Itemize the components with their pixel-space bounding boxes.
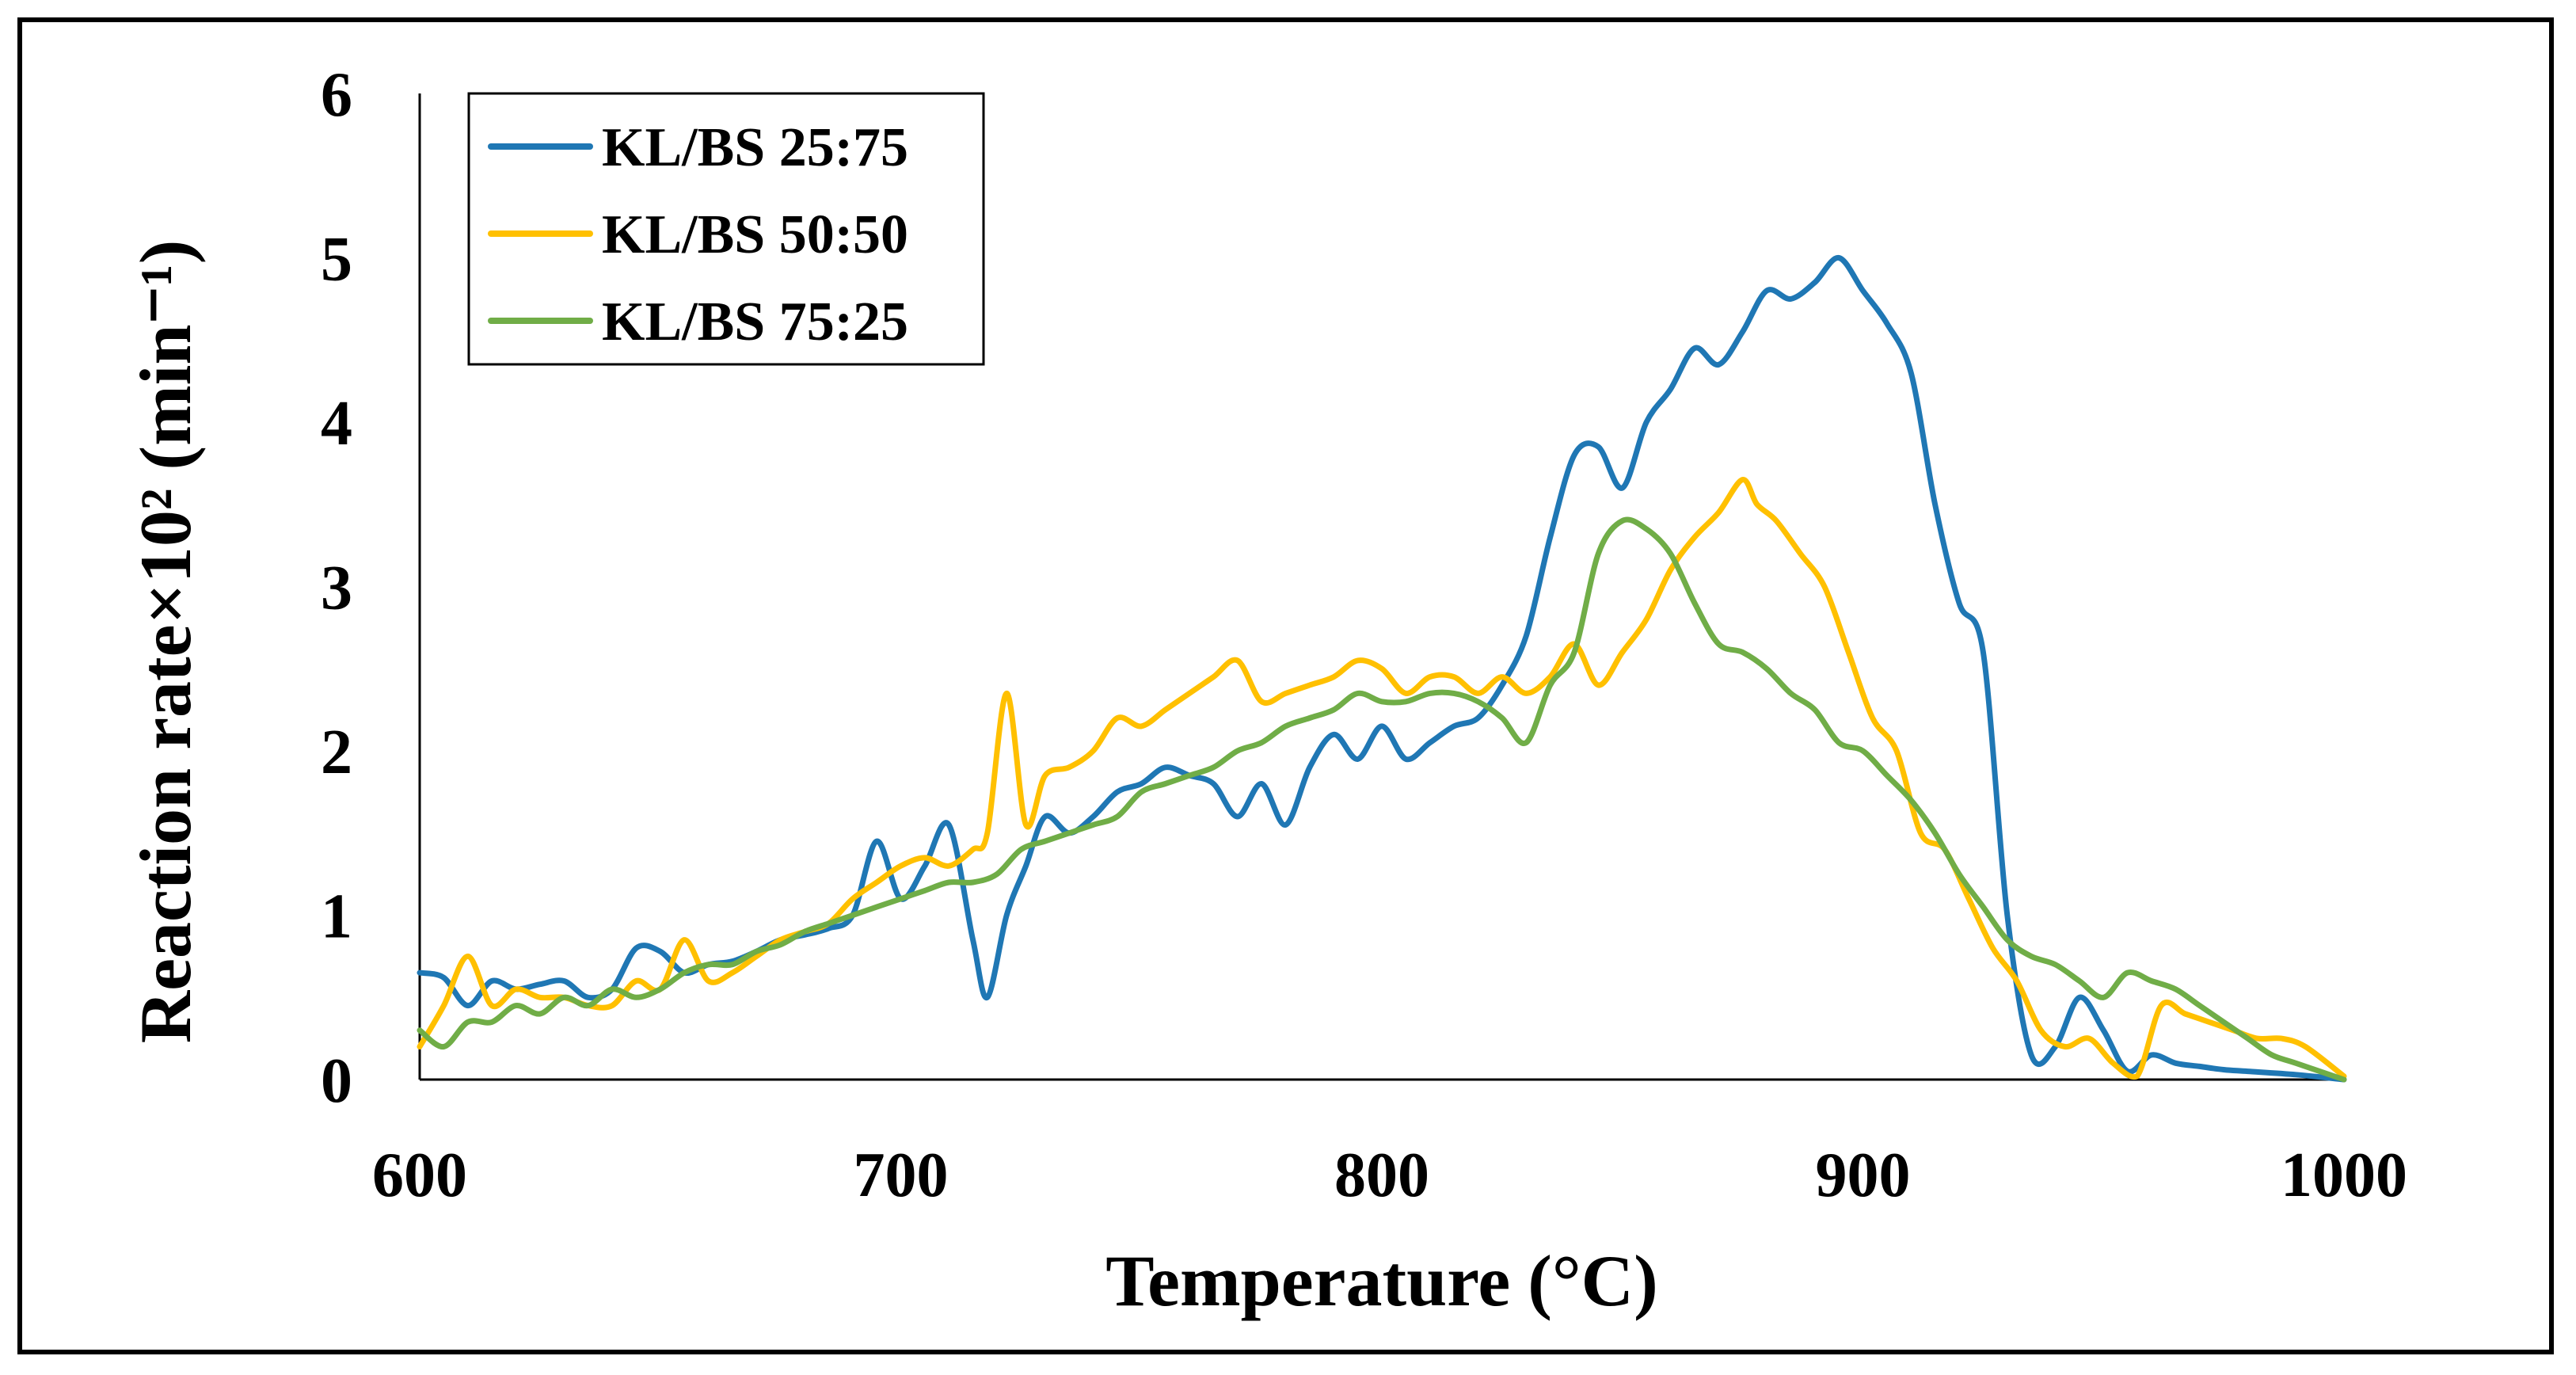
legend[interactable]: KL/BS 25:75 KL/BS 50:50 KL/BS 75:25: [467, 92, 985, 366]
x-tick-label: 700: [854, 1141, 949, 1210]
x-axis-unit: (°C): [1528, 1240, 1658, 1321]
y-tick-label: 5: [321, 225, 352, 295]
legend-label: KL/BS 75:25: [602, 291, 908, 352]
x-tick-label: 1000: [2281, 1141, 2407, 1210]
x-tick-label: 600: [372, 1141, 467, 1210]
y-tick-label: 1: [321, 882, 352, 952]
x-axis-title-text: Temperature: [1105, 1240, 1510, 1321]
y-axis-title: Reaction rate×10² (min⁻¹): [125, 240, 206, 1044]
x-axis-title: Temperature (°C): [1105, 1240, 1658, 1321]
y-tick-label: 0: [321, 1046, 352, 1116]
y-tick-labels: 0 1 2 3 4 5 6: [321, 60, 352, 1116]
legend-label: KL/BS 25:75: [602, 117, 908, 178]
x-tick-label: 800: [1334, 1141, 1429, 1210]
y-tick-label: 3: [321, 554, 352, 623]
legend-items: KL/BS 25:75 KL/BS 50:50 KL/BS 75:25: [488, 117, 908, 352]
x-tick-labels: 600 700 800 900 1000: [372, 1141, 2407, 1210]
series-line-3: [417, 516, 2347, 1083]
chart-frame: [17, 17, 2554, 1354]
series-lines: [417, 255, 2347, 1083]
y-tick-label: 6: [321, 60, 352, 130]
y-tick-label: 2: [321, 718, 352, 787]
x-tick-label: 900: [1816, 1141, 1911, 1210]
y-tick-label: 4: [321, 389, 352, 459]
legend-label: KL/BS 50:50: [602, 204, 908, 265]
series-line-2: [417, 477, 2347, 1080]
